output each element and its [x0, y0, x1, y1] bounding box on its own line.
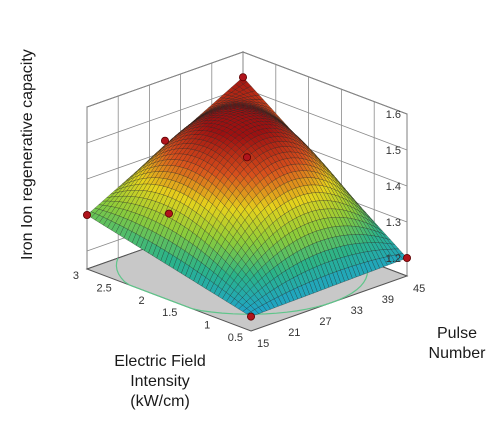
design-points	[83, 73, 411, 321]
z-tick-label: 1.4	[386, 181, 401, 193]
z-tick-label: 1.2	[386, 253, 401, 265]
z-axis-label: Iron Ion regenerative capacity	[19, 49, 36, 260]
design-point	[242, 153, 251, 162]
x-tick-label: 1.5	[162, 307, 177, 319]
x-tick-label: 3	[73, 270, 79, 282]
x-tick-label: 0.5	[228, 332, 243, 344]
z-tick-label: 1.5	[386, 145, 401, 157]
x-axis-label-line-3: (kW/cm)	[130, 393, 190, 410]
design-point	[83, 210, 92, 219]
y-tick-label: 15	[257, 338, 269, 350]
y-axis-label-line-1: Pulse	[436, 325, 478, 342]
y-tick-label: 27	[319, 316, 331, 328]
y-axis-label: Pulse Number	[412, 324, 499, 364]
z-tick-label: 1.3	[386, 217, 401, 229]
x-tick-label: 1	[204, 320, 210, 332]
x-tick-label: 2	[138, 295, 144, 307]
design-point	[238, 73, 247, 82]
x-axis-label-line-2: Intensity	[130, 373, 190, 390]
y-tick-label: 21	[288, 327, 300, 339]
x-axis-label: Electric Field Intensity (kW/cm)	[90, 352, 230, 412]
x-tick-label: 2.5	[97, 282, 112, 294]
design-point	[164, 209, 173, 218]
x-axis-label-line-1: Electric Field	[114, 353, 206, 370]
z-tick-label: 1.6	[386, 109, 401, 121]
tick-labels: 1.2 1.3 1.4 1.5 1.6 3 2.5 2 1.5 1 0.5 15 21 27 33 39 45	[73, 109, 425, 350]
design-point	[246, 312, 255, 321]
y-tick-label: 45	[413, 283, 425, 295]
design-point	[160, 136, 169, 145]
y-tick-label: 39	[382, 294, 394, 306]
design-point	[402, 253, 411, 262]
y-axis-label-line-2: Number	[428, 345, 486, 362]
y-tick-label: 33	[351, 305, 363, 317]
